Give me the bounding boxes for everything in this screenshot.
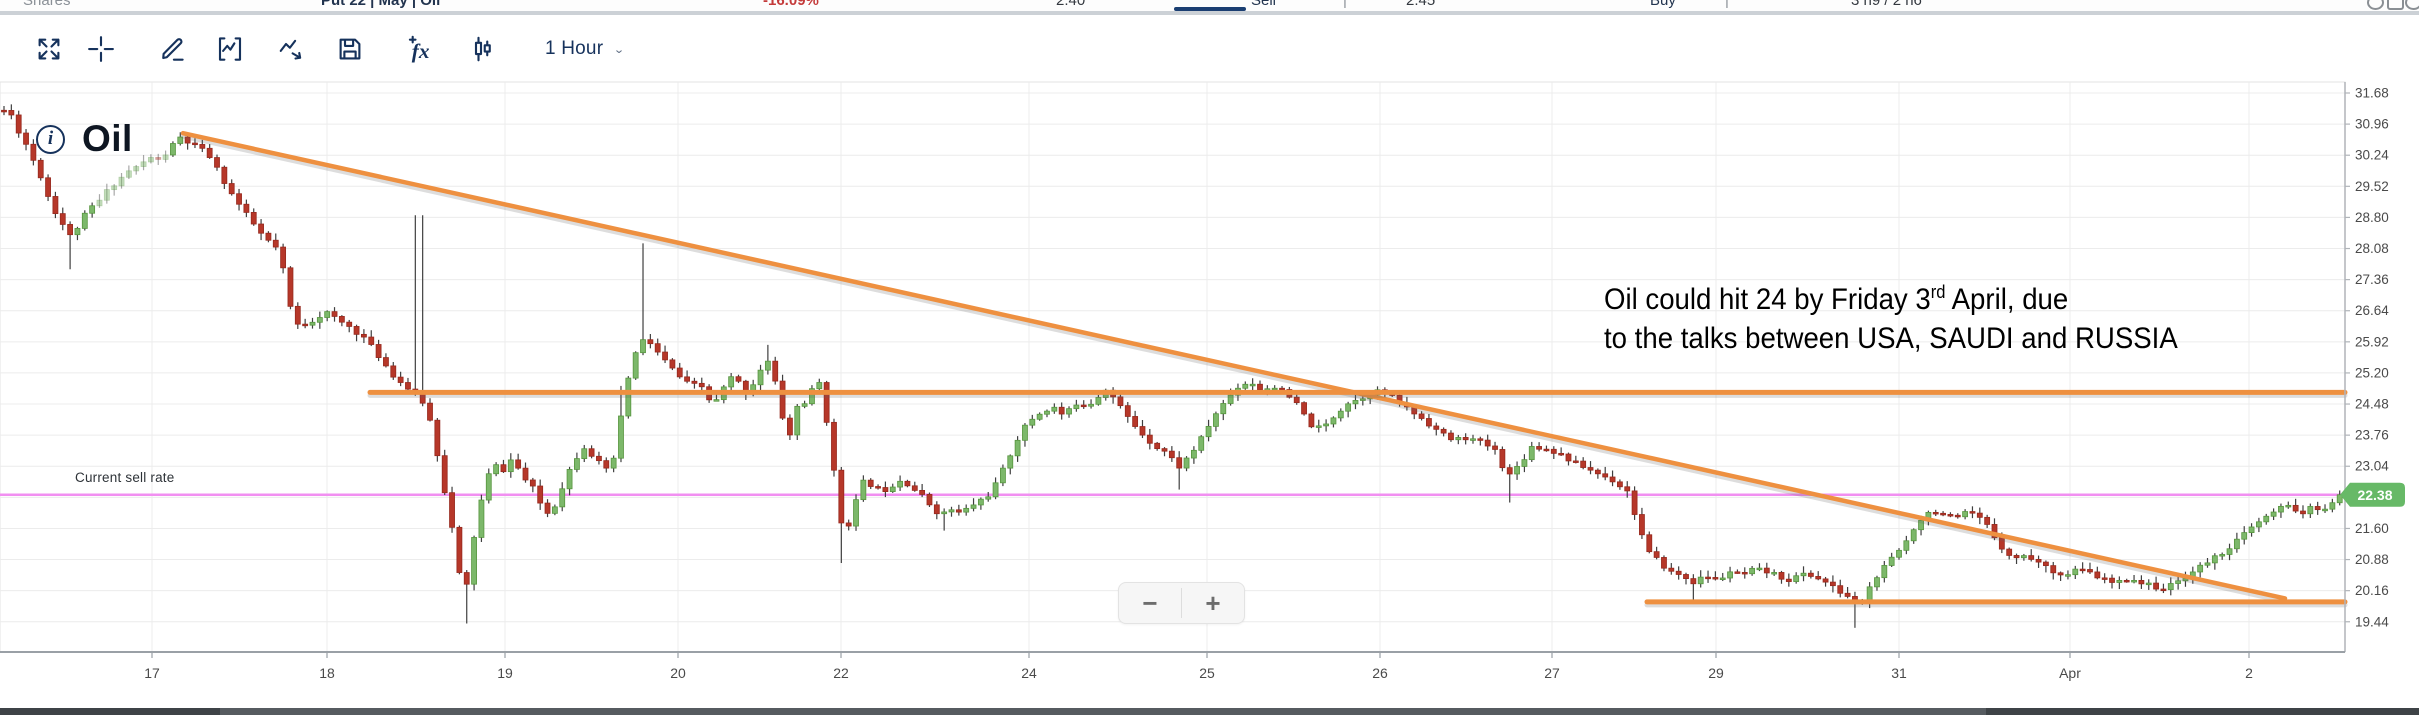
bottom-window-edge [0,708,2419,715]
svg-text:30.96: 30.96 [2355,117,2389,132]
svg-text:Apr: Apr [2059,665,2081,681]
svg-text:22: 22 [833,665,849,681]
svg-text:23.04: 23.04 [2355,459,2389,474]
last-price-badge: 22.38 [2340,482,2405,507]
svg-text:28.08: 28.08 [2355,241,2389,256]
save-icon[interactable] [335,34,365,64]
top-quote-strip: Shares Put 22 | May | Oil -16.09% 2.40 S… [0,0,2419,11]
shares-tab-label[interactable]: Shares [23,0,71,9]
zoom-divider [1181,588,1182,618]
svg-text:19.44: 19.44 [2355,614,2389,629]
info-icon[interactable] [2405,0,2419,10]
svg-text:26: 26 [1372,665,1388,681]
svg-text:25.20: 25.20 [2355,365,2389,380]
divider-text: | [1343,0,1347,9]
fullscreen-icon[interactable] [34,34,64,64]
timeframe-dropdown[interactable]: 1 Hour ⌄ [545,38,625,60]
svg-text:31.68: 31.68 [2355,86,2389,101]
timeframe-label: 1 Hour [545,38,604,59]
compare-candles-icon[interactable] [466,34,496,64]
svg-text:21.60: 21.60 [2355,521,2389,536]
divider-text: | [1725,0,1729,9]
svg-text:27: 27 [1544,665,1560,681]
zoom-in-button[interactable]: + [1205,587,1221,618]
svg-text:fx: fx [412,39,430,63]
sell-tab-underline [1174,7,1246,11]
sell-price: 2.40 [1056,0,1086,9]
svg-text:28.80: 28.80 [2355,210,2389,225]
svg-text:25: 25 [1199,665,1215,681]
svg-text:29: 29 [1708,665,1724,681]
svg-text:24.48: 24.48 [2355,397,2389,412]
svg-text:25.92: 25.92 [2355,334,2389,349]
svg-text:20: 20 [670,665,686,681]
svg-text:27.36: 27.36 [2355,272,2389,287]
zoom-out-button[interactable]: − [1142,587,1158,618]
svg-text:31: 31 [1891,665,1907,681]
crosshair-icon[interactable] [86,34,116,64]
instrument-title: Put 22 | May | Oil [321,0,441,9]
current-sell-rate-label: Current sell rate [75,470,175,485]
svg-text:23.76: 23.76 [2355,428,2389,443]
chart-annotation: Oil could hit 24 by Friday 3rd April, du… [1604,273,2178,358]
draw-icon[interactable] [157,34,187,64]
indicators-icon[interactable] [215,34,245,64]
svg-text:17: 17 [144,665,160,681]
buy-tab[interactable]: Buy [1650,0,1676,9]
change-percent: -16.09% [763,0,819,9]
symbol-title: i Oil [36,118,133,160]
svg-text:20.16: 20.16 [2355,583,2389,598]
symbol-name: Oil [82,118,133,159]
chart-type-icon[interactable] [277,34,307,64]
svg-text:26.64: 26.64 [2355,303,2389,318]
annotation-line-2: to the talks between USA, SAUDI and RUSS… [1604,322,2178,355]
symbol-info-icon[interactable]: i [36,124,65,154]
svg-text:29.52: 29.52 [2355,179,2389,194]
svg-text:19: 19 [497,665,513,681]
zoom-controls: − + [1118,582,1245,624]
svg-text:22.38: 22.38 [2357,487,2392,503]
panel-icon[interactable] [2387,0,2404,10]
svg-text:30.24: 30.24 [2355,148,2389,163]
annotation-line-1: Oil could hit 24 by Friday 3rd April, du… [1604,282,2069,316]
buy-price: 2.45 [1406,0,1436,9]
chevron-down-icon: ⌄ [613,42,625,55]
header-divider [0,11,2419,15]
chart-toolbar: fx 1 Hour ⌄ [0,15,2419,70]
svg-text:18: 18 [319,665,335,681]
svg-text:20.88: 20.88 [2355,552,2389,567]
functions-icon[interactable]: fx [403,34,433,64]
svg-text:2: 2 [2245,665,2253,681]
help-icon[interactable] [2367,0,2384,10]
sell-tab[interactable]: Sell [1251,0,1277,9]
ratio-text: 3 h9 / 2 h6 [1851,0,1922,9]
svg-text:24: 24 [1021,665,1037,681]
